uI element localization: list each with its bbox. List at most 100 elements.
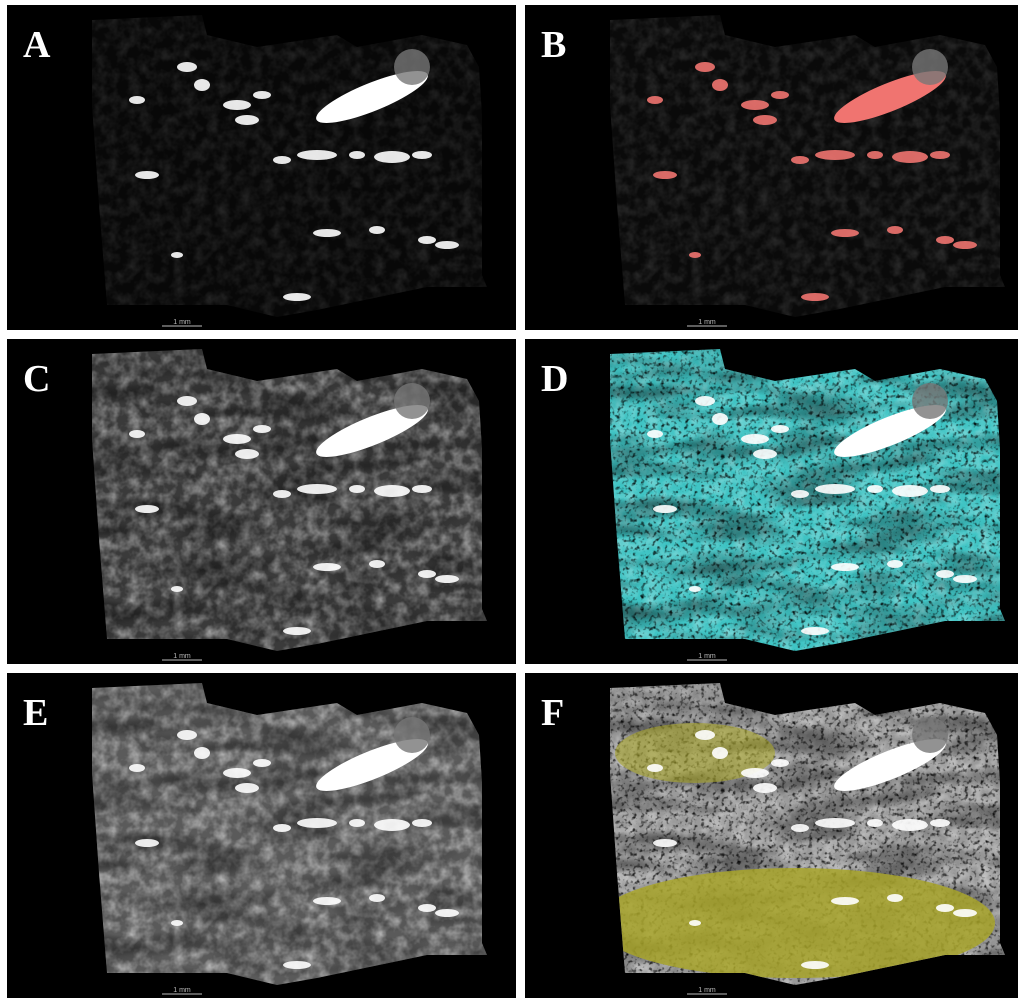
- bright-inclusion: [177, 730, 197, 740]
- bright-inclusion: [695, 730, 715, 740]
- bright-inclusion: [930, 485, 950, 493]
- bright-inclusion: [349, 819, 365, 827]
- bright-inclusion: [273, 156, 291, 164]
- panel-label: F: [541, 692, 564, 734]
- bright-inclusion: [313, 563, 341, 571]
- bright-inclusion: [313, 897, 341, 905]
- bright-inclusion: [892, 485, 928, 497]
- bright-inclusion: [418, 904, 436, 912]
- bright-inclusion: [177, 62, 197, 72]
- image-panel: D 1 mm: [525, 339, 1018, 664]
- bright-inclusion: [647, 430, 663, 438]
- bright-inclusion: [953, 241, 977, 249]
- bright-inclusion: [194, 79, 210, 91]
- figure: A1 mmB1 mmC1 mmD1 mmE1 mmF1 mm: [0, 0, 1025, 998]
- bright-inclusion: [753, 115, 777, 125]
- bright-inclusion: [936, 904, 954, 912]
- bright-inclusion: [712, 79, 728, 91]
- image-panel: B1 mm: [525, 5, 1018, 330]
- bright-inclusion: [171, 252, 183, 258]
- bright-inclusion: [689, 586, 701, 592]
- bright-inclusion: [912, 383, 948, 419]
- scale-bar-label: 1 mm: [173, 653, 191, 660]
- bright-inclusion: [689, 920, 701, 926]
- bright-inclusion: [741, 100, 769, 110]
- specimen: [525, 339, 1018, 664]
- bright-inclusion: [689, 252, 701, 258]
- bright-inclusion: [235, 449, 259, 459]
- bright-inclusion: [135, 171, 159, 179]
- bright-inclusion: [394, 383, 430, 419]
- bright-inclusion: [771, 759, 789, 767]
- bright-inclusion: [253, 759, 271, 767]
- specimen: [7, 673, 516, 998]
- bright-inclusion: [374, 819, 410, 831]
- bright-inclusion: [791, 156, 809, 164]
- bright-inclusion: [235, 115, 259, 125]
- bright-inclusion: [177, 396, 197, 406]
- bright-inclusion: [912, 717, 948, 753]
- bright-inclusion: [223, 434, 251, 444]
- bright-inclusion: [283, 961, 311, 969]
- bright-inclusion: [753, 449, 777, 459]
- bright-inclusion: [171, 920, 183, 926]
- bright-inclusion: [712, 747, 728, 759]
- bright-inclusion: [653, 839, 677, 847]
- bright-inclusion: [129, 430, 145, 438]
- bright-inclusion: [313, 229, 341, 237]
- image-panel: E1 mm: [7, 673, 516, 998]
- image-panel: A1 mm: [7, 5, 516, 330]
- bright-inclusion: [253, 91, 271, 99]
- scale-bar-label: 1 mm: [698, 653, 716, 660]
- bright-inclusion: [892, 819, 928, 831]
- panel-label: E: [23, 692, 48, 734]
- bright-inclusion: [753, 783, 777, 793]
- bright-inclusion: [801, 293, 829, 301]
- bright-inclusion: [273, 490, 291, 498]
- bright-inclusion: [435, 909, 459, 917]
- layers: [7, 673, 516, 998]
- scale-bar-label: 1 mm: [698, 987, 716, 994]
- overlay: [525, 339, 1018, 664]
- specimen: [525, 5, 1018, 330]
- bright-inclusion: [801, 961, 829, 969]
- layers: [7, 339, 516, 664]
- bright-inclusion: [374, 151, 410, 163]
- image-panel: F 1 mm: [525, 673, 1018, 998]
- overlay-region: [595, 868, 995, 978]
- bright-inclusion: [647, 764, 663, 772]
- bright-inclusion: [695, 62, 715, 72]
- bright-inclusion: [223, 100, 251, 110]
- bright-inclusion: [171, 586, 183, 592]
- panel-label: D: [541, 358, 568, 400]
- specimen: [7, 5, 516, 330]
- texture: [525, 5, 1018, 330]
- bright-inclusion: [394, 49, 430, 85]
- bright-inclusion: [135, 505, 159, 513]
- scale-bar-label: 1 mm: [173, 319, 191, 326]
- bright-inclusion: [369, 560, 385, 568]
- bright-inclusion: [194, 747, 210, 759]
- bright-inclusion: [695, 396, 715, 406]
- bright-inclusion: [936, 570, 954, 578]
- bright-inclusion: [887, 894, 903, 902]
- bright-inclusion: [712, 413, 728, 425]
- bright-inclusion: [653, 171, 677, 179]
- panel-label: B: [541, 24, 566, 66]
- bright-inclusion: [223, 768, 251, 778]
- bright-inclusion: [283, 627, 311, 635]
- bright-inclusion: [953, 909, 977, 917]
- texture: [7, 5, 516, 330]
- bright-inclusion: [435, 575, 459, 583]
- bright-inclusion: [831, 563, 859, 571]
- bright-inclusion: [912, 49, 948, 85]
- bright-inclusion: [297, 150, 337, 160]
- bright-inclusion: [867, 819, 883, 827]
- bright-inclusion: [953, 575, 977, 583]
- bright-inclusion: [374, 485, 410, 497]
- bright-inclusion: [887, 560, 903, 568]
- bright-inclusion: [867, 151, 883, 159]
- bright-inclusion: [283, 293, 311, 301]
- bright-inclusion: [831, 229, 859, 237]
- bright-inclusion: [253, 425, 271, 433]
